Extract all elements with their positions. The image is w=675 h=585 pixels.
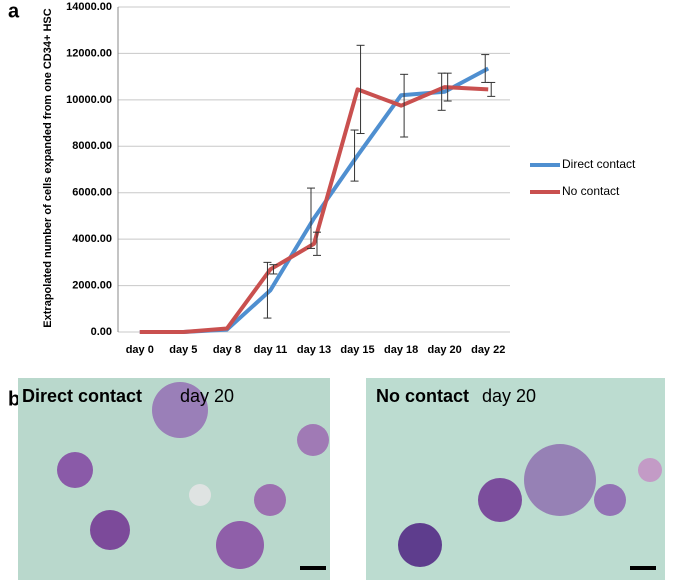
error-bar (269, 264, 278, 275)
x-tick-label: day 8 (213, 344, 241, 356)
image-time: day 20 (180, 386, 234, 406)
cell (152, 382, 208, 438)
y-tick-label: 2000.00 (72, 279, 112, 291)
error-bar (356, 44, 365, 135)
error-bar (400, 73, 409, 138)
x-tick-label: day 13 (297, 344, 331, 356)
error-bar (313, 231, 321, 256)
y-tick-label: 6000.00 (72, 187, 112, 199)
cell (57, 452, 93, 488)
x-tick-label: day 22 (471, 344, 505, 356)
image-title: Direct contact (22, 386, 142, 406)
cell (638, 458, 662, 482)
cell (216, 521, 264, 569)
y-tick-label: 8000.00 (72, 140, 112, 152)
x-tick-label: day 18 (384, 344, 418, 356)
micrograph (18, 378, 330, 580)
data-line (139, 85, 489, 334)
x-tick-label: day 0 (126, 344, 154, 356)
y-tick-label: 14000.00 (66, 1, 112, 13)
micrograph (366, 378, 665, 580)
x-tick-label: day 11 (254, 344, 288, 356)
panel-label: a (8, 0, 20, 22)
image-time: day 20 (482, 386, 536, 406)
y-tick-label: 12000.00 (66, 47, 112, 59)
cell (524, 444, 596, 516)
y-tick-label: 10000.00 (66, 94, 112, 106)
x-tick-label: day 20 (428, 344, 462, 356)
cell (478, 478, 522, 522)
data-line (139, 66, 490, 334)
cell (254, 484, 286, 516)
error-bar (350, 129, 359, 182)
error-bar (487, 81, 496, 97)
scale-bar (630, 566, 656, 570)
error-bar (307, 187, 315, 249)
cell (189, 484, 211, 506)
cell (398, 523, 442, 567)
legend-label: No contact (562, 184, 620, 198)
y-tick-label: 0.00 (91, 326, 112, 338)
legend-label: Direct contact (562, 157, 636, 171)
error-bar (263, 261, 272, 319)
x-tick-label: day 5 (169, 344, 197, 356)
y-tick-label: 4000.00 (72, 233, 112, 245)
panel-label: b (8, 388, 20, 410)
cell (594, 484, 626, 516)
scale-bar (300, 566, 326, 570)
cell (90, 510, 130, 550)
cell (297, 424, 329, 456)
image-title: No contact (376, 386, 469, 406)
y-axis-label: Extrapolated number of cells expanded fr… (42, 8, 54, 327)
x-tick-label: day 15 (340, 344, 374, 356)
error-bar (443, 72, 452, 102)
